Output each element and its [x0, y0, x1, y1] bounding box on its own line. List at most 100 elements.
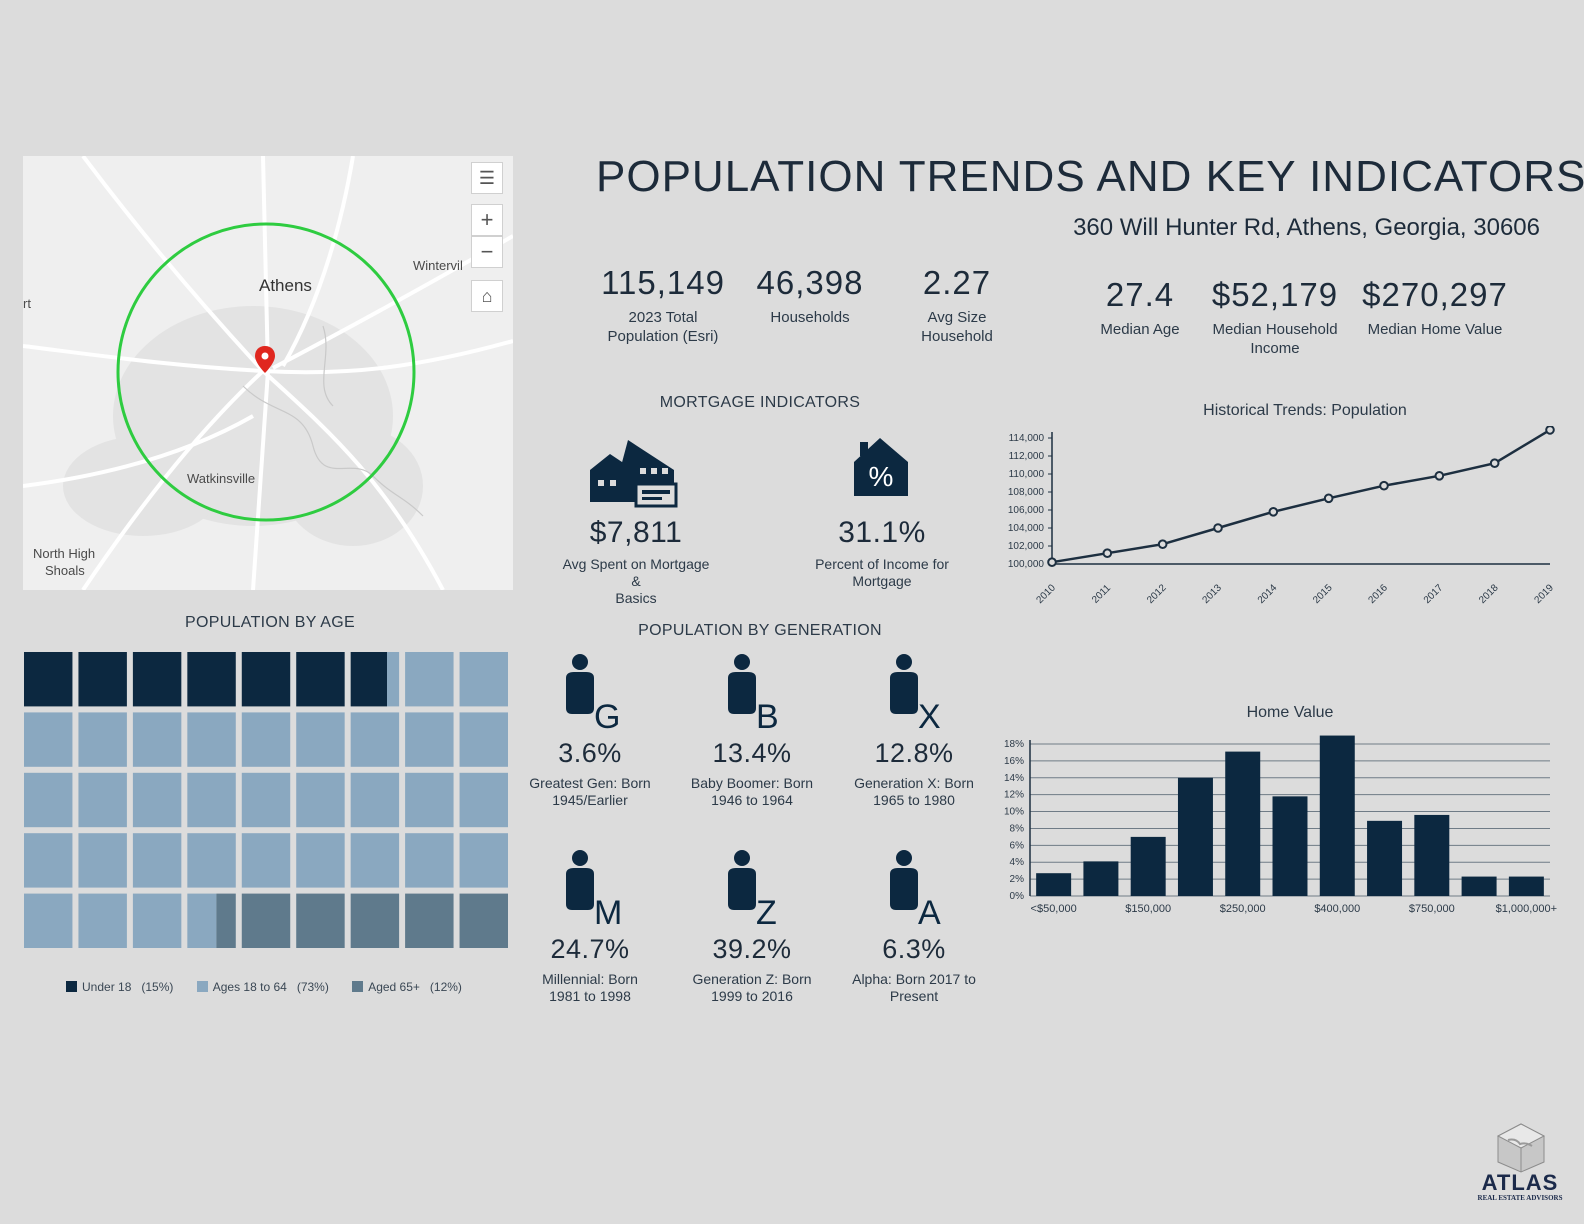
plus-icon: +	[480, 207, 494, 232]
generation-letter: A	[918, 894, 941, 928]
minus-icon: −	[480, 239, 494, 264]
waffle-cell	[78, 772, 127, 828]
x-tick-label: $150,000	[1125, 903, 1171, 915]
waffle-cell	[78, 712, 127, 767]
x-tick-label: 2011	[1090, 582, 1113, 605]
generation-letter: Z	[756, 894, 777, 928]
x-tick-label: $400,000	[1314, 903, 1360, 915]
data-point	[1268, 507, 1279, 517]
data-point	[1434, 471, 1445, 481]
legend-ages-18-64: Ages 18 to 64 (73%)	[196, 980, 329, 994]
stat-value: 27.4	[1105, 276, 1175, 313]
percent-glyph: %	[869, 461, 894, 492]
generation-g-person-icon: G	[566, 654, 620, 732]
age-legend: Under 18 (15%) Ages 18 to 64 (73%) Aged …	[66, 980, 482, 994]
brand-name: ATLAS	[1481, 1170, 1559, 1195]
generation-z-person-icon: Z	[728, 850, 777, 928]
y-tick-label: 12%	[1004, 790, 1024, 801]
legend-list-button[interactable]: ☰	[471, 162, 503, 194]
line-chart-title: Historical Trends: Population	[1203, 402, 1407, 419]
waffle-cell	[132, 772, 182, 828]
generation-value: 39.2%	[712, 934, 792, 964]
waffle-cell	[78, 652, 127, 707]
generation-label: Millennial: Born	[542, 971, 638, 987]
x-tick-label: <$50,000	[1031, 903, 1077, 915]
waffle-cell	[405, 652, 454, 707]
generation-label: Greatest Gen: Born	[529, 775, 651, 791]
waffle-cell	[296, 712, 345, 767]
zoom-out-button[interactable]: −	[471, 236, 503, 268]
map-label-watkinsville: Watkinsville	[187, 471, 256, 486]
y-tick-label: 0%	[1010, 891, 1025, 902]
mortgage-label: Basics	[615, 590, 657, 606]
legend-label: Under 18	[82, 980, 132, 994]
y-tick-label: 10%	[1004, 807, 1024, 818]
waffle-cell	[241, 772, 291, 828]
y-tick-label: 114,000	[1009, 433, 1045, 444]
home-value-bar-chart: 0% 2% 4% 6% 8% 10% 12% 14% 16% 18% <$50,000 $150,00…	[1004, 735, 1557, 915]
y-tick-label: 8%	[1010, 823, 1025, 834]
generation-value: 12.8%	[874, 738, 954, 768]
y-tick-label: 108,000	[1008, 487, 1045, 498]
waffle-cell	[24, 893, 73, 948]
y-tick-label: 16%	[1004, 756, 1024, 767]
bar	[1272, 796, 1308, 896]
waffle-cell	[24, 712, 73, 767]
waffle-cell	[78, 893, 127, 948]
data-point	[1102, 548, 1113, 558]
stat-value: $270,297	[1362, 276, 1508, 313]
generation-item: 12.8% Generation X: Born 1965 to 1980	[834, 738, 994, 809]
mortgage-label: Avg Spent on Mortgage &	[562, 556, 710, 589]
x-tick-label: 2015	[1311, 582, 1335, 606]
mortgage-value: 31.1%	[838, 516, 926, 549]
waffle-cell	[216, 893, 236, 948]
data-point	[1379, 480, 1389, 491]
stat-total-population: 115,149 2023 Total Population (Esri)	[583, 264, 743, 346]
waffle-cell	[187, 893, 217, 948]
generation-label: 1999 to 2016	[711, 988, 793, 1004]
legend-pct: (12%)	[429, 980, 462, 994]
y-tick-label: 104,000	[1008, 523, 1045, 534]
map-roads	[23, 156, 513, 590]
waffle-cell	[187, 833, 236, 888]
zoom-in-button[interactable]: +	[471, 204, 503, 236]
generation-item: 6.3% Alpha: Born 2017 to Present	[834, 934, 994, 1005]
map-label-north-high: North High	[33, 546, 96, 561]
legend-aged-65: Aged 65+ (12%)	[352, 980, 462, 994]
generation-section-title: POPULATION BY GENERATION	[638, 622, 882, 639]
waffle-cell	[296, 893, 345, 948]
map-panel[interactable]: Athens Wintervil Watkinsville North High…	[23, 156, 513, 590]
stat-label: Population (Esri)	[607, 328, 719, 345]
waffle-cell	[241, 652, 291, 707]
house-money-icon	[590, 440, 678, 508]
waffle-cell	[350, 893, 400, 948]
y-tick-label: 2%	[1010, 874, 1025, 885]
stat-households: 46,398 Households	[730, 264, 890, 327]
waffle-cell	[459, 652, 508, 707]
generation-letter: G	[594, 698, 620, 732]
stat-value: 46,398	[756, 264, 864, 301]
mortgage-avg-spent: $7,811 Avg Spent on Mortgage & Basics	[556, 516, 716, 607]
legend-under-18: Under 18 (15%)	[66, 980, 173, 994]
waffle-cell	[405, 712, 454, 767]
generation-label: Generation X: Born	[854, 775, 974, 791]
stat-label: Income	[1250, 340, 1300, 357]
data-point	[1213, 523, 1223, 533]
y-tick-label: 14%	[1004, 773, 1024, 784]
data-point	[1047, 557, 1057, 567]
generation-value: 13.4%	[712, 738, 792, 768]
waffle-cell	[24, 652, 73, 707]
brand-tagline: REAL ESTATE ADVISORS	[1477, 1194, 1563, 1202]
waffle-cell	[241, 893, 291, 948]
x-tick-label: $250,000	[1220, 903, 1266, 915]
legend-swatch	[352, 981, 364, 992]
waffle-cell	[387, 652, 400, 707]
stat-median-age: 27.4 Median Age	[1060, 276, 1220, 339]
generation-m-person-icon: M	[566, 850, 622, 928]
y-tick-label: 6%	[1010, 840, 1025, 851]
population-age-waffle	[24, 652, 508, 948]
waffle-cell	[350, 652, 387, 707]
home-button[interactable]: ⌂	[471, 280, 503, 312]
legend-label: Ages 18 to 64	[212, 980, 287, 994]
y-tick-label: 100,000	[1008, 559, 1045, 570]
